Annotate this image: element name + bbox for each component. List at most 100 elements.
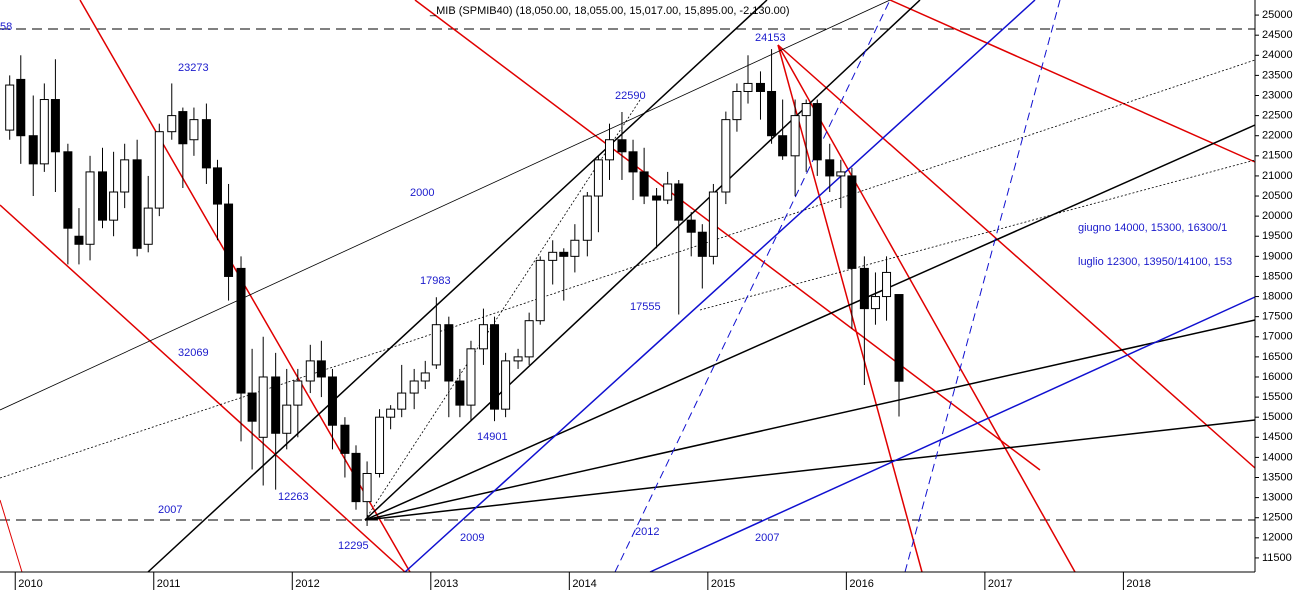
candle-body	[63, 151, 73, 229]
candle-body	[143, 207, 153, 245]
y-tick-label: 21500	[1262, 150, 1293, 162]
y-tick-label: 19500	[1262, 230, 1293, 242]
candle-body	[652, 195, 662, 201]
candle-body	[490, 324, 500, 410]
candle-body	[548, 251, 558, 261]
trend-line	[0, 204, 406, 573]
annotation: 12295	[338, 540, 369, 552]
candle-body	[639, 171, 649, 197]
candle-body	[513, 356, 523, 362]
y-tick-label: 23000	[1262, 89, 1293, 101]
y-tick-label: 22000	[1262, 130, 1293, 142]
trend-line	[147, 0, 768, 573]
candle-body	[293, 380, 303, 406]
y-tick-label: 11500	[1262, 552, 1292, 564]
y-tick-label: 13500	[1262, 471, 1293, 483]
candle-body	[258, 376, 268, 438]
x-tick-label: 2013	[434, 578, 458, 590]
candle-body	[617, 139, 627, 153]
candle-body	[444, 324, 454, 382]
candle-body	[732, 90, 742, 121]
y-tick-label: 24000	[1262, 49, 1293, 61]
candle-body	[50, 99, 60, 153]
candle-body	[790, 115, 800, 157]
x-tick-label: 2011	[157, 578, 181, 590]
y-tick-label: 24500	[1262, 29, 1293, 41]
annotation: 32069	[178, 347, 209, 359]
annotation: 2012	[635, 526, 659, 538]
y-tick-label: 12500	[1262, 512, 1293, 524]
candle-body	[478, 324, 488, 350]
trend-line	[777, 44, 923, 573]
y-tick-label: 20000	[1262, 210, 1293, 222]
candle-body	[375, 416, 385, 474]
trend-line	[614, 0, 891, 573]
candle-body	[327, 376, 337, 426]
annotation: 23273	[178, 62, 209, 74]
candle-body	[674, 183, 684, 221]
x-tick-label: 2018	[1126, 578, 1150, 590]
candle-body	[501, 360, 511, 410]
candle-body	[132, 159, 142, 249]
trend-line	[364, 319, 1256, 521]
chart-title: _MIB (SPMIB40) (18,050.00, 18,055.00, 15…	[429, 5, 790, 17]
candle-body	[847, 175, 857, 269]
candle-body	[167, 115, 177, 133]
candle-body	[859, 267, 869, 310]
annotation: 58	[0, 21, 12, 33]
candle-body	[455, 380, 465, 406]
candle-body	[409, 380, 419, 394]
trend-lines	[0, 0, 1256, 573]
y-tick-label: 23500	[1262, 69, 1293, 81]
candle-body	[305, 360, 315, 382]
y-tick-label: 19000	[1262, 250, 1293, 262]
candle-body	[836, 171, 846, 177]
candle-body	[178, 111, 188, 145]
y-tick-label: 21000	[1262, 170, 1293, 182]
annotation: 17983	[420, 275, 451, 287]
y-tick-label: 15500	[1262, 391, 1293, 403]
trend-line	[889, 0, 1256, 163]
x-tick-label: 2016	[849, 578, 873, 590]
candle-body	[663, 183, 673, 201]
y-tick-label: 16500	[1262, 351, 1293, 363]
candle-body	[212, 167, 222, 205]
candle-body	[582, 195, 592, 241]
candle-body	[570, 239, 580, 257]
annotation: 2009	[460, 532, 484, 544]
y-tick-label: 17000	[1262, 331, 1293, 343]
candle-body	[593, 159, 603, 197]
candle-body	[282, 404, 292, 434]
candle-body	[559, 251, 569, 257]
y-tick-label: 13000	[1262, 492, 1293, 504]
annotation: 24153	[755, 32, 786, 44]
annotation: 2007	[158, 504, 182, 516]
annotation: luglio 12300, 13950/14100, 153	[1078, 256, 1232, 268]
candle-body	[420, 372, 430, 382]
candle-body	[743, 82, 753, 92]
candle-body	[351, 452, 361, 503]
trend-line	[364, 124, 1256, 521]
candle-body	[628, 151, 638, 173]
trend-line	[649, 296, 1256, 573]
trend-line	[904, 0, 1061, 573]
candle-body	[224, 203, 234, 277]
trend-line	[0, 59, 1256, 479]
annotation: 2000	[410, 187, 434, 199]
trend-line	[364, 419, 1256, 521]
candle-body	[109, 191, 119, 221]
y-tick-label: 14500	[1262, 431, 1293, 443]
annotation: 2007	[755, 532, 779, 544]
candle-body	[16, 78, 26, 137]
y-tick-label: 16000	[1262, 371, 1293, 383]
candle-body	[882, 271, 892, 298]
candle-body	[74, 235, 84, 245]
candle-body	[524, 320, 534, 358]
candle-body	[120, 159, 130, 193]
candle-body	[812, 103, 822, 161]
candle-body	[98, 171, 108, 221]
candle-body	[721, 119, 731, 193]
candle-body	[870, 296, 880, 310]
